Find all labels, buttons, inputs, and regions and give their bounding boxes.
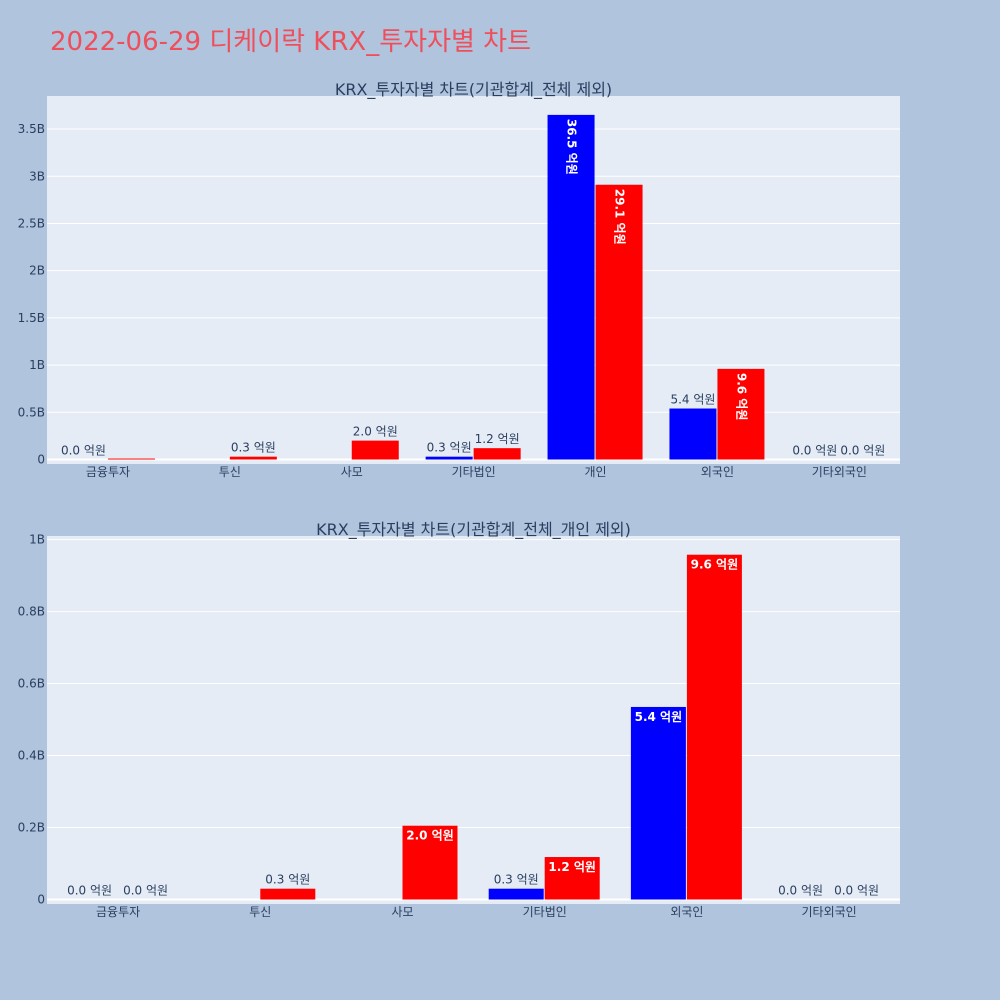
y-tick-label: 1.5B (18, 311, 45, 325)
bar (686, 554, 742, 900)
data-label: 5.4 억원 (635, 710, 683, 724)
bar (630, 706, 686, 900)
chart-top: 0 0.5B 1B 1.5B 2B 2.5B 3B 3.5B 금융투자 투신 사모 기타법인 개인 외국… (18, 80, 900, 479)
x-axis-top: 금융투자 투신 사모 기타법인 개인 외국인 기타외국인 (86, 465, 867, 479)
x-tick-label: 외국인 (670, 905, 703, 919)
x-tick-label: 금융투자 (96, 905, 140, 919)
x-tick-label: 개인 (585, 465, 607, 479)
data-label: 0.0 억원 (67, 884, 112, 898)
data-label: 29.1 억원 (613, 189, 627, 245)
gridlines-bottom (47, 539, 900, 901)
y-tick-label: 2.5B (18, 216, 45, 230)
x-tick-label: 외국인 (701, 465, 734, 479)
chart-title-top: KRX_투자자별 차트(기관합계_전체 제외) (335, 80, 612, 100)
data-labels-top: 0.0 억원 0.3 억원 36.5 억원 5.4 억원 0.0 억원 0.3 억원 2.0… (61, 119, 885, 458)
y-tick-label: 0 (37, 453, 45, 467)
data-label: 1.2 억원 (548, 860, 596, 874)
plot-area-top (47, 96, 900, 464)
plot-area-bottom (47, 536, 900, 904)
x-tick-label: 기타외국인 (812, 465, 867, 479)
bar (488, 888, 544, 900)
data-label: 0.3 억원 (427, 441, 472, 455)
data-label: 9.6 억원 (734, 373, 748, 421)
x-tick-label: 금융투자 (86, 465, 130, 479)
y-tick-label: 1B (29, 533, 45, 547)
data-label: 0.0 억원 (834, 884, 879, 898)
chart-bottom: 0 0.2B 0.4B 0.6B 0.8B 1B 금융투자 투신 사모 기타법인 외국인 기타외국인… (18, 520, 900, 919)
bar (595, 184, 643, 460)
y-tick-label: 2B (29, 264, 45, 278)
y-tick-label: 1B (29, 358, 45, 372)
y-tick-label: 0.4B (18, 749, 45, 763)
bar (473, 448, 521, 460)
data-label: 0.3 억원 (494, 873, 539, 887)
bar (717, 368, 765, 460)
y-tick-label: 0.2B (18, 821, 45, 835)
data-label: 0.3 억원 (265, 873, 310, 887)
data-labels-bottom: 0.0 억원 0.3 억원 5.4 억원 0.0 억원 0.0 억원 0.3 억원 2.0 … (67, 558, 879, 898)
data-label: 9.6 억원 (691, 558, 739, 572)
y-tick-label: 0 (37, 893, 45, 907)
data-label: 0.0 억원 (778, 884, 823, 898)
data-label: 2.0 억원 (353, 425, 398, 439)
x-axis-bottom: 금융투자 투신 사모 기타법인 외국인 기타외국인 (96, 905, 857, 919)
x-tick-label: 사모 (341, 465, 363, 479)
bar (547, 114, 595, 460)
bar (544, 857, 600, 900)
y-tick-label: 0.5B (18, 405, 45, 419)
x-tick-label: 사모 (391, 905, 413, 919)
x-tick-label: 투신 (219, 465, 241, 479)
y-axis-bottom: 0 0.2B 0.4B 0.6B 0.8B 1B (18, 533, 45, 907)
bar (107, 458, 155, 460)
bar (425, 456, 473, 460)
data-label: 0.0 억원 (840, 444, 885, 458)
bars-top (107, 114, 765, 460)
bar (669, 408, 717, 460)
y-tick-label: 3B (29, 169, 45, 183)
bars-bottom (260, 554, 742, 900)
x-tick-label: 기타법인 (523, 905, 567, 919)
y-tick-label: 0.8B (18, 605, 45, 619)
data-label: 0.0 억원 (123, 884, 168, 898)
data-label: 0.0 억원 (792, 444, 837, 458)
data-label: 0.3 억원 (231, 441, 276, 455)
page-title: 2022-06-29 디케이락 KRX_투자자별 차트 (50, 27, 531, 57)
x-tick-label: 기타외국인 (801, 905, 856, 919)
data-label: 36.5 억원 (565, 119, 579, 175)
bar (351, 440, 399, 460)
y-tick-label: 3.5B (18, 122, 45, 136)
data-label: 2.0 억원 (406, 829, 454, 843)
data-label: 1.2 억원 (475, 432, 520, 446)
x-tick-label: 기타법인 (452, 465, 496, 479)
bar (402, 825, 458, 900)
data-label: 0.0 억원 (61, 444, 106, 458)
bar (260, 888, 316, 900)
y-tick-label: 0.6B (18, 677, 45, 691)
x-tick-label: 투신 (249, 905, 271, 919)
y-axis-top: 0 0.5B 1B 1.5B 2B 2.5B 3B 3.5B (18, 122, 45, 466)
data-label: 5.4 억원 (670, 393, 715, 407)
bar (229, 456, 277, 460)
chart-title-bottom: KRX_투자자별 차트(기관합계_전체_개인 제외) (316, 520, 631, 540)
